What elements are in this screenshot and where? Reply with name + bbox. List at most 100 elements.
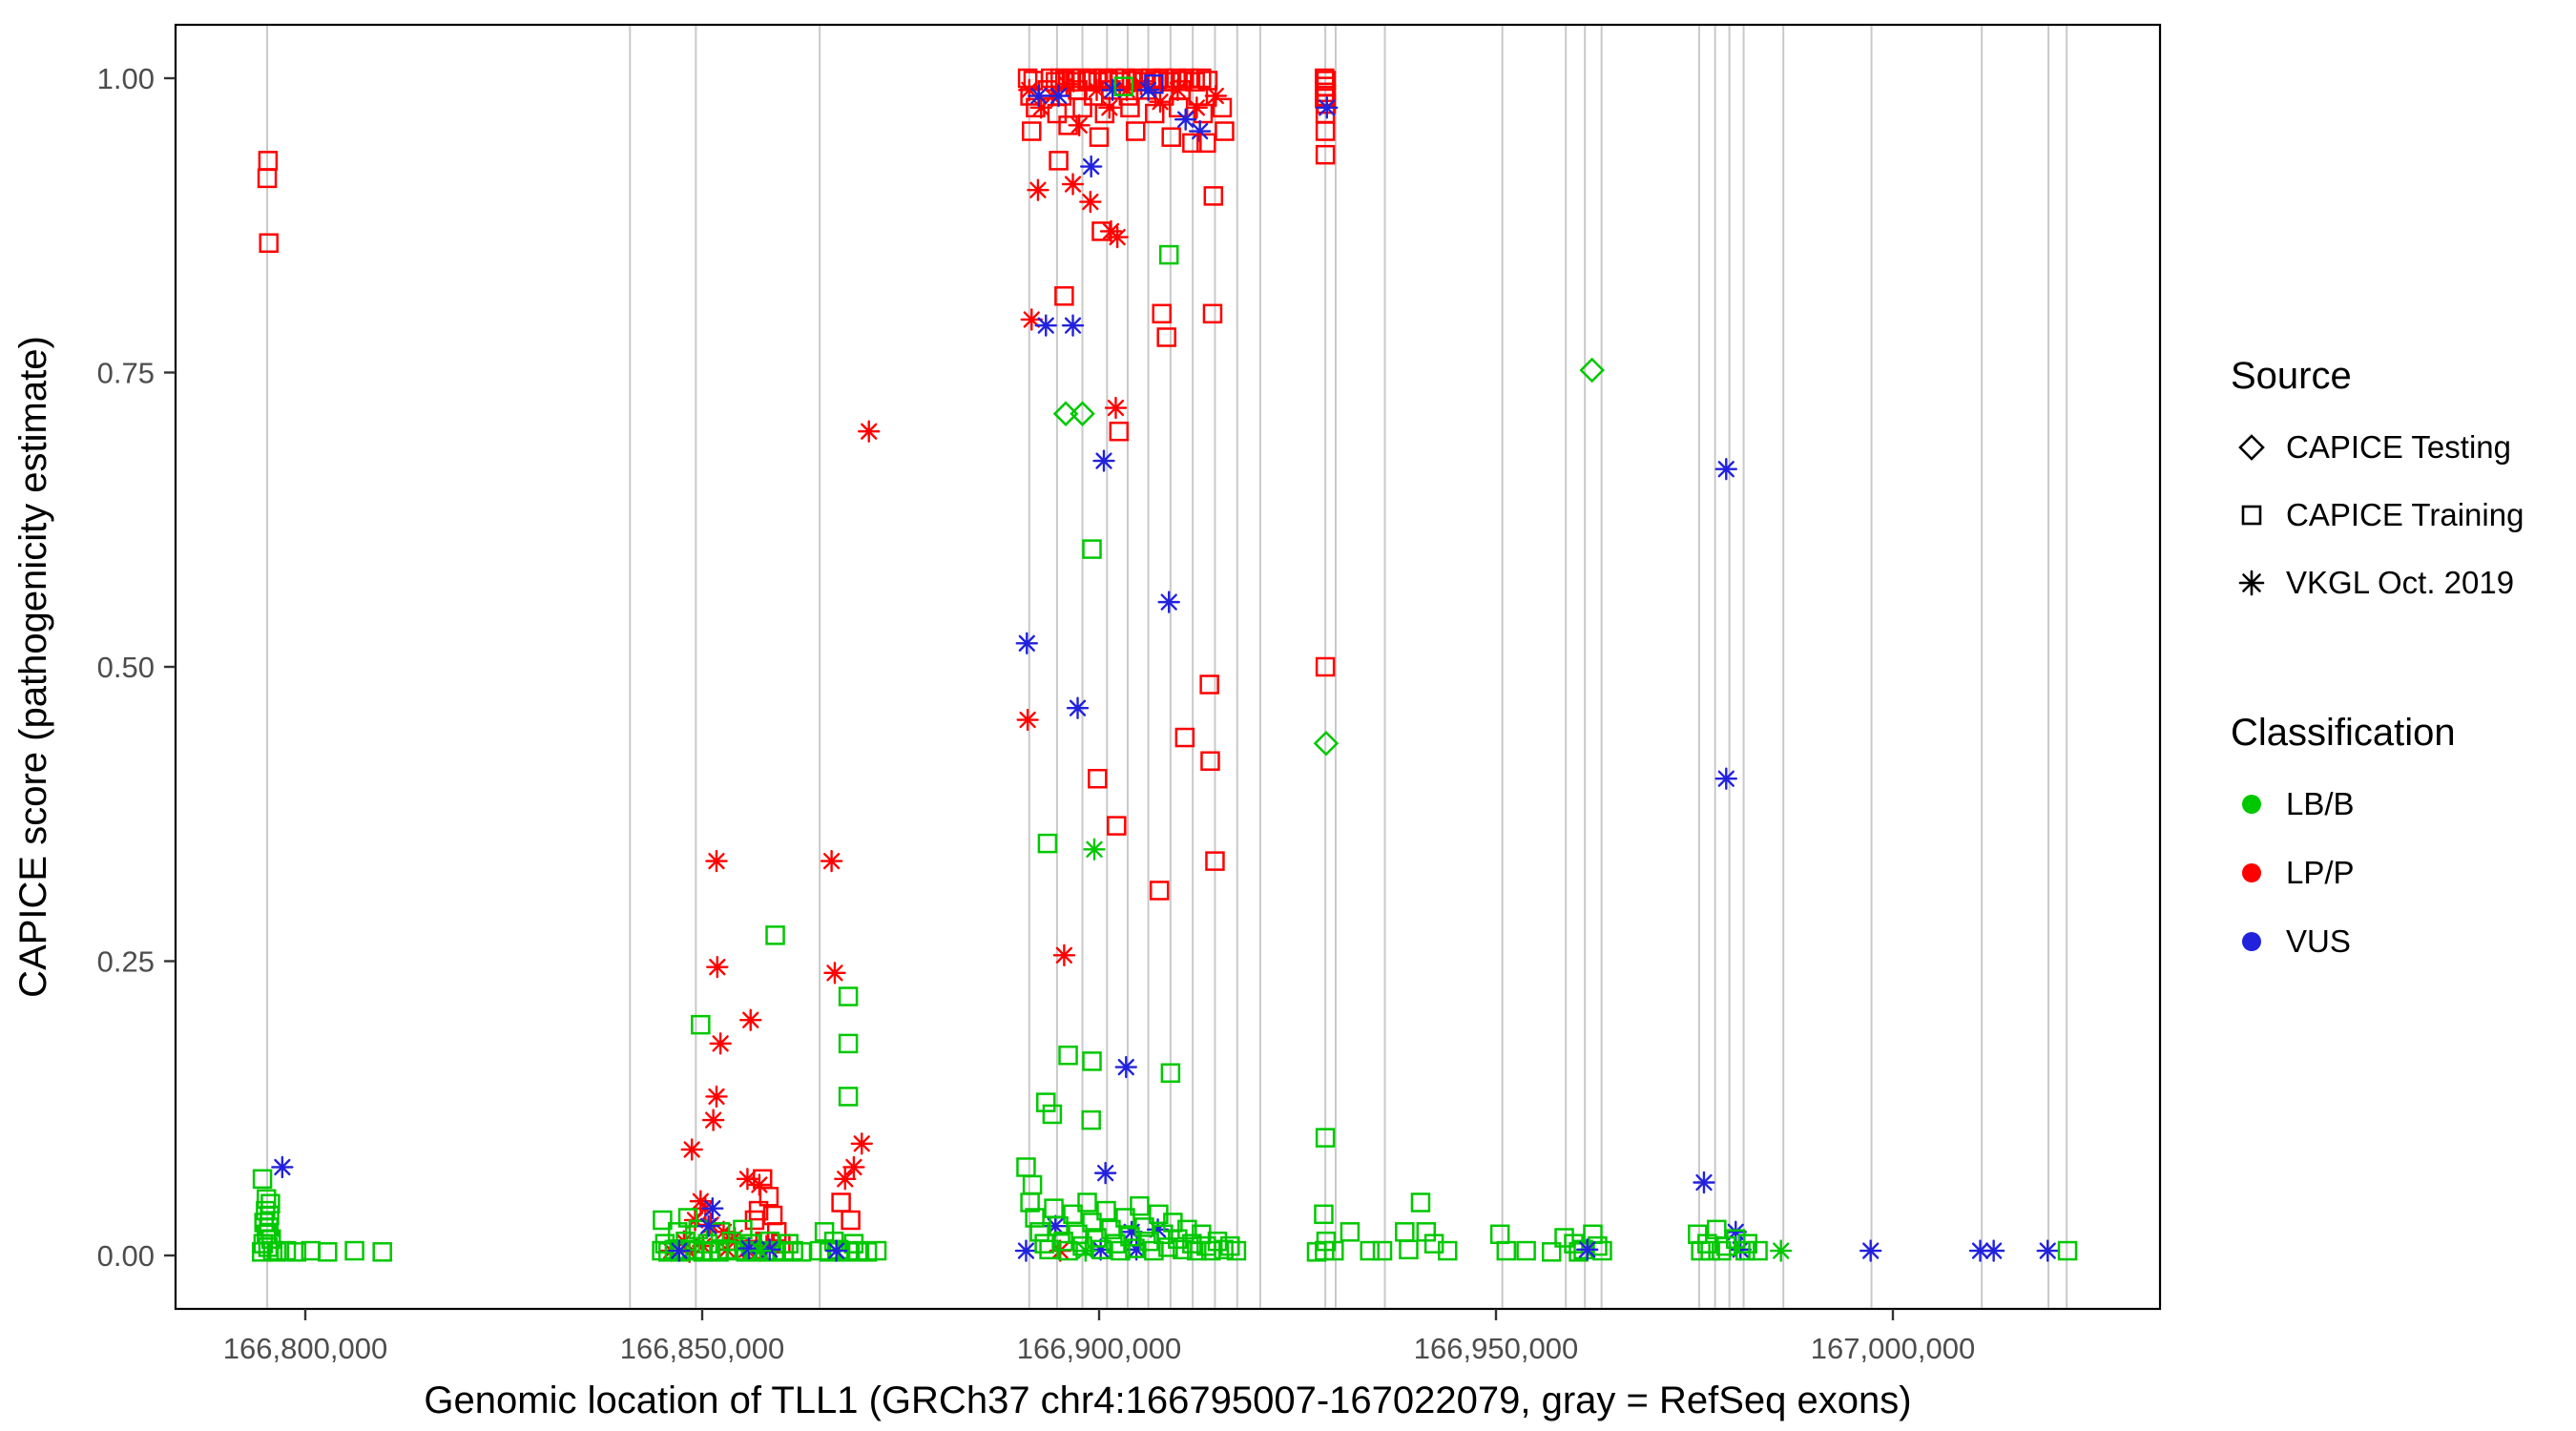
data-point [1088, 768, 1108, 789]
data-point [1063, 1204, 1083, 1225]
data-point [276, 1240, 297, 1261]
data-point [1306, 1242, 1327, 1262]
legend-item-capice-testing: CAPICE Testing [2231, 413, 2565, 481]
data-point [286, 1242, 307, 1262]
legend: Source CAPICE Testing CAPICE Training [2231, 355, 2565, 976]
data-point [372, 1242, 392, 1262]
axes-layer: 166,800,000 166,850,000 166,900,000 166,950… [12, 62, 1975, 1421]
data-point [1120, 97, 1140, 118]
data-point [1034, 1234, 1054, 1254]
data-point [677, 1208, 698, 1228]
data-point [1049, 151, 1069, 171]
data-point [1158, 244, 1179, 265]
data-point [1174, 727, 1195, 748]
data-point [1314, 1204, 1334, 1225]
y-axis-title: CAPICE score (pathogenicity estimate) [12, 336, 54, 998]
data-point [1496, 1240, 1517, 1261]
points-layer [251, 68, 2078, 1263]
data-point [1082, 1051, 1102, 1071]
x-axis-title: Genomic location of TLL1 (GRCh37 chr4:16… [424, 1379, 1911, 1421]
data-point [696, 1214, 720, 1237]
data-point [1079, 155, 1103, 178]
data-point [1859, 1239, 1882, 1262]
y-tick-label: 0.00 [97, 1239, 155, 1273]
data-point [2057, 1240, 2078, 1261]
dot-icon [2242, 932, 2261, 951]
data-point [259, 233, 279, 254]
data-point [1042, 1104, 1063, 1125]
data-point [1092, 449, 1115, 472]
data-point [779, 1234, 799, 1254]
legend-item-vus: VUS [2231, 907, 2565, 976]
data-point [1541, 1242, 1562, 1262]
data-point [706, 955, 729, 979]
data-point [680, 1138, 703, 1161]
data-point [1113, 76, 1134, 96]
data-point [850, 1132, 873, 1155]
data-point [765, 925, 785, 945]
data-point [1315, 656, 1336, 677]
data-point [1315, 144, 1336, 165]
legend-label: VUS [2286, 923, 2351, 959]
data-point [824, 1239, 848, 1262]
data-point [1315, 121, 1336, 141]
data-point [1748, 1240, 1768, 1261]
data-point [1022, 121, 1042, 141]
data-point [1712, 1240, 1732, 1261]
data-point [701, 1196, 724, 1220]
data-point [1082, 539, 1102, 559]
data-point [1203, 186, 1224, 206]
data-point [1070, 401, 1095, 426]
x-tick-label: 166,950,000 [1414, 1332, 1578, 1365]
data-point [1109, 421, 1130, 442]
data-point [1220, 1235, 1240, 1256]
data-point [688, 1219, 709, 1240]
data-point [1737, 1234, 1757, 1254]
data-point [1714, 767, 1737, 790]
data-point [1068, 1224, 1088, 1245]
data-point [1136, 78, 1160, 102]
legend-classification-title: Classification [2231, 712, 2456, 754]
data-point [834, 1168, 857, 1191]
data-point [1437, 1240, 1458, 1261]
dot-icon [2242, 863, 2261, 882]
data-point [1399, 1239, 1419, 1260]
data-point [858, 420, 881, 443]
legend-item-vkgl: VKGL Oct. 2019 [2231, 549, 2565, 616]
data-point [1160, 1063, 1181, 1083]
data-point [1028, 84, 1050, 108]
square-icon [2241, 505, 2262, 525]
data-point [758, 1187, 779, 1207]
data-point [1360, 1240, 1380, 1261]
data-point [1166, 78, 1190, 102]
data-point [260, 1193, 280, 1213]
data-point [1188, 119, 1212, 143]
data-point [1714, 457, 1737, 481]
data-point [1340, 1222, 1361, 1242]
legend-label: CAPICE Testing [2286, 428, 2511, 465]
data-point [1061, 173, 1085, 196]
data-point [1052, 944, 1076, 967]
data-point [1130, 1195, 1150, 1216]
data-point [1066, 696, 1090, 719]
diamond-icon [2238, 433, 2265, 461]
x-tick-label: 166,850,000 [620, 1332, 784, 1365]
data-point [1968, 1239, 1992, 1262]
data-point [823, 962, 846, 985]
data-point [1068, 114, 1091, 137]
data-point [1015, 632, 1038, 655]
y-tick-label: 0.25 [97, 945, 155, 979]
data-point [838, 986, 859, 1006]
data-point [1098, 96, 1121, 119]
data-point [701, 1109, 725, 1131]
data-point [1177, 1219, 1197, 1240]
data-point [838, 1033, 859, 1054]
legend-classification: Classification LB/B LP/P VUS [2231, 712, 2565, 976]
data-point [739, 1008, 762, 1031]
data-point [1034, 314, 1057, 337]
data-point [866, 1240, 887, 1261]
data-point [1769, 1239, 1793, 1262]
data-point [1735, 1240, 1755, 1261]
data-point [1982, 1239, 2005, 1262]
data-point [1149, 881, 1170, 901]
